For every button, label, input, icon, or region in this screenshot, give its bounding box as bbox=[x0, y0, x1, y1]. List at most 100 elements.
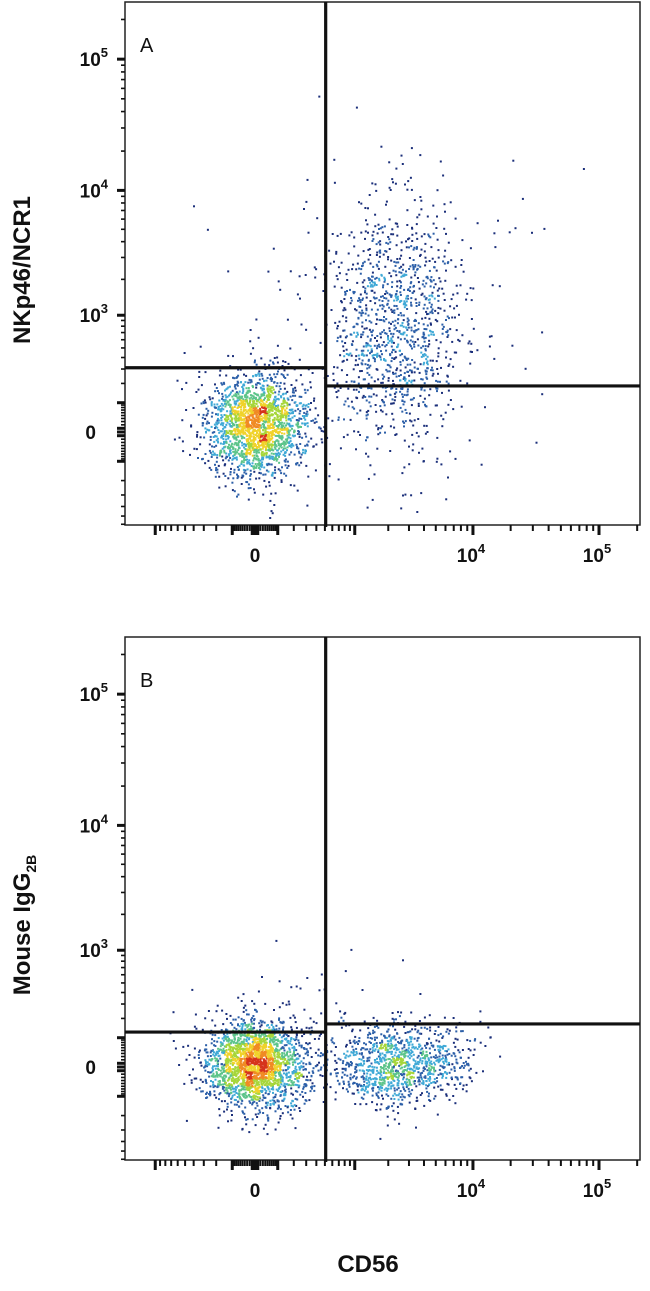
data-point bbox=[243, 417, 246, 420]
data-point bbox=[268, 1067, 271, 1070]
data-point bbox=[247, 381, 250, 384]
data-point bbox=[363, 279, 366, 282]
data-point bbox=[295, 1104, 298, 1107]
data-point bbox=[289, 1040, 292, 1043]
data-point bbox=[258, 1100, 261, 1102]
data-point bbox=[276, 416, 279, 419]
data-point bbox=[286, 397, 289, 400]
data-point bbox=[209, 435, 212, 438]
tick-base: 10 bbox=[80, 181, 101, 202]
data-point bbox=[256, 410, 259, 413]
data-point bbox=[336, 340, 339, 343]
data-point bbox=[229, 1048, 232, 1051]
data-point bbox=[443, 255, 446, 258]
data-point bbox=[254, 1076, 257, 1079]
data-point bbox=[260, 1038, 263, 1041]
data-point bbox=[408, 445, 410, 448]
data-point bbox=[447, 334, 450, 337]
data-point bbox=[234, 1018, 237, 1021]
data-point bbox=[272, 421, 275, 423]
data-point bbox=[451, 316, 454, 319]
data-point bbox=[440, 414, 443, 417]
data-point bbox=[224, 457, 227, 460]
data-point bbox=[290, 412, 293, 415]
data-point bbox=[422, 355, 425, 358]
data-point bbox=[223, 1077, 226, 1080]
data-point bbox=[243, 1093, 246, 1096]
data-point bbox=[259, 415, 262, 418]
data-point bbox=[275, 1071, 278, 1074]
data-point bbox=[319, 427, 322, 430]
data-point bbox=[224, 418, 226, 421]
data-point bbox=[274, 455, 277, 458]
data-point bbox=[218, 1108, 221, 1111]
data-point bbox=[258, 1072, 261, 1075]
data-point bbox=[288, 403, 291, 406]
data-point bbox=[416, 268, 419, 271]
data-point bbox=[220, 1100, 223, 1103]
data-point bbox=[424, 298, 427, 301]
data-point bbox=[270, 426, 272, 429]
data-point bbox=[293, 1049, 296, 1052]
data-point bbox=[232, 447, 235, 450]
data-point bbox=[278, 436, 281, 439]
data-point bbox=[388, 330, 391, 332]
data-point bbox=[402, 420, 404, 423]
data-point bbox=[235, 456, 238, 459]
data-point bbox=[267, 434, 269, 437]
data-point bbox=[259, 409, 262, 412]
data-point bbox=[380, 350, 382, 353]
data-point bbox=[235, 424, 238, 426]
data-point bbox=[426, 313, 428, 316]
data-point bbox=[276, 1051, 279, 1054]
data-point bbox=[240, 1098, 243, 1101]
data-point bbox=[378, 277, 381, 280]
data-point bbox=[215, 460, 218, 463]
data-point bbox=[239, 1033, 242, 1036]
data-point bbox=[271, 1021, 274, 1024]
data-point bbox=[455, 304, 458, 307]
data-point bbox=[285, 474, 288, 477]
data-point bbox=[246, 1085, 249, 1088]
data-point bbox=[349, 352, 352, 355]
data-point bbox=[381, 373, 384, 376]
data-point bbox=[303, 1102, 306, 1105]
data-point bbox=[271, 378, 273, 380]
data-point bbox=[386, 303, 389, 306]
data-point bbox=[267, 390, 269, 393]
data-point bbox=[285, 1076, 288, 1079]
data-point bbox=[307, 403, 310, 405]
data-point bbox=[343, 329, 346, 332]
data-point bbox=[198, 376, 201, 378]
data-point bbox=[413, 246, 416, 249]
data-point bbox=[252, 1101, 254, 1104]
data-point bbox=[423, 285, 426, 288]
data-point bbox=[541, 393, 544, 396]
data-point bbox=[222, 1078, 224, 1081]
data-point bbox=[235, 391, 238, 394]
data-point bbox=[431, 257, 434, 260]
data-point bbox=[252, 403, 255, 406]
data-point bbox=[297, 430, 300, 432]
data-point bbox=[215, 439, 218, 442]
data-point bbox=[236, 1096, 239, 1098]
data-point bbox=[264, 397, 266, 400]
data-point bbox=[265, 452, 268, 455]
data-point bbox=[425, 358, 428, 361]
data-point bbox=[236, 380, 239, 383]
data-point bbox=[227, 400, 230, 403]
data-point bbox=[275, 439, 278, 442]
data-point bbox=[432, 279, 435, 282]
data-point bbox=[331, 233, 334, 235]
data-point bbox=[398, 375, 401, 377]
data-point bbox=[197, 413, 200, 416]
data-point bbox=[267, 1024, 269, 1026]
data-point bbox=[250, 435, 253, 438]
data-point bbox=[400, 387, 403, 390]
data-point bbox=[202, 402, 205, 405]
data-point bbox=[242, 1074, 244, 1077]
data-point bbox=[235, 417, 238, 420]
data-point bbox=[279, 416, 282, 419]
data-point bbox=[278, 1006, 281, 1009]
data-point bbox=[244, 448, 247, 451]
